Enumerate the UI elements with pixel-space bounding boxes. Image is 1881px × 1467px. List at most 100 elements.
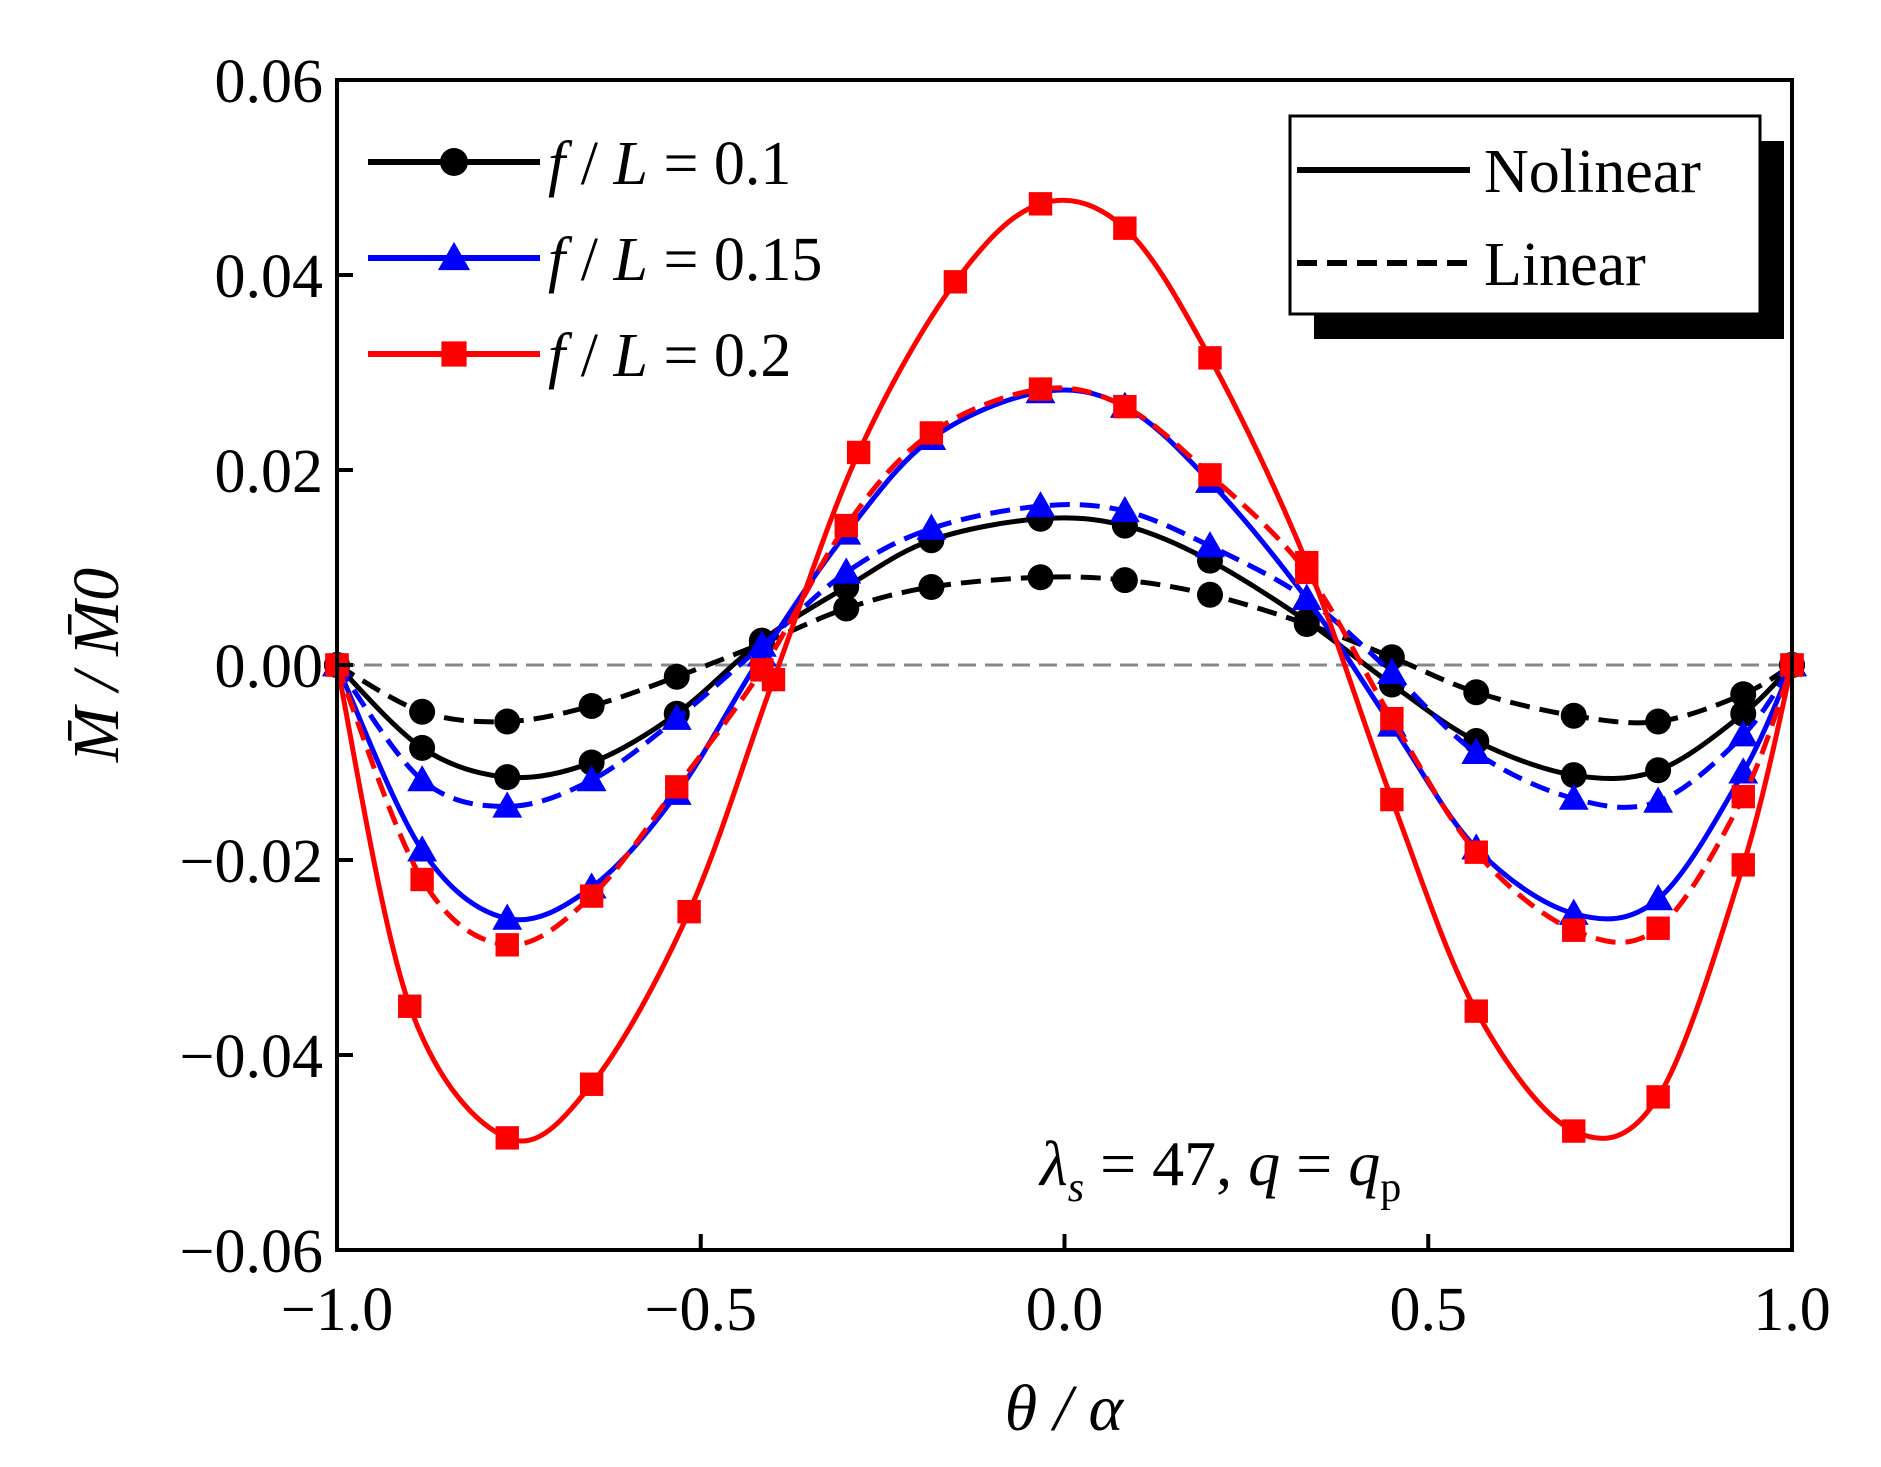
data-point-triangle xyxy=(1461,737,1492,764)
data-point-circle xyxy=(494,708,521,735)
data-point-triangle xyxy=(1376,657,1407,685)
data-point-square xyxy=(1731,784,1755,809)
series-1-dashed xyxy=(324,564,1805,735)
y-tick-label: −0.04 xyxy=(180,1023,323,1091)
data-point-circle xyxy=(1645,757,1672,784)
data-point-circle xyxy=(1111,567,1138,594)
data-point-triangle xyxy=(1109,496,1140,523)
data-point-circle xyxy=(918,574,945,600)
series-legend-item: f / L = 0.2 xyxy=(368,322,791,390)
data-point-triangle xyxy=(746,630,777,657)
data-point-triangle xyxy=(1291,583,1322,610)
data-point-square xyxy=(410,867,434,892)
x-tick-label: 1.0 xyxy=(1753,1276,1831,1344)
data-point-triangle xyxy=(916,513,947,540)
data-point-circle xyxy=(1730,681,1757,708)
series-legend-label: f / L = 0.15 xyxy=(548,226,822,294)
data-point-square xyxy=(1464,840,1488,864)
data-point-triangle xyxy=(1558,898,1589,925)
y-tick-label: 0.04 xyxy=(215,243,324,311)
data-point-square xyxy=(1113,394,1137,419)
data-point-circle xyxy=(494,764,521,791)
data-point-circle xyxy=(578,749,605,776)
series-legend-label: f / L = 0.1 xyxy=(548,130,791,198)
data-point-triangle xyxy=(831,557,862,584)
series-legend-label: f / L = 0.2 xyxy=(548,322,791,390)
data-point-square xyxy=(1028,377,1053,401)
style-legend-solid-label: Nolinear xyxy=(1484,138,1701,206)
data-point-triangle xyxy=(1558,783,1589,810)
data-point-triangle xyxy=(492,903,523,930)
data-point-square xyxy=(398,994,422,1018)
data-point-circle xyxy=(1027,564,1054,591)
data-point-triangle xyxy=(576,765,607,792)
data-point-circle xyxy=(1197,581,1223,608)
data-point-square xyxy=(441,341,467,367)
data-point-triangle xyxy=(1025,491,1056,518)
x-tick-label: 0.0 xyxy=(1026,1276,1104,1344)
y-tick-label: −0.06 xyxy=(180,1218,323,1286)
data-point-square xyxy=(919,421,944,445)
data-point-circle xyxy=(833,595,860,622)
y-tick-label: −0.02 xyxy=(180,828,323,896)
y-axis-title: M̄ / M̄0 xyxy=(60,568,133,763)
data-point-square xyxy=(665,775,689,799)
data-point-square xyxy=(1562,1119,1586,1143)
data-point-square xyxy=(579,1072,604,1096)
data-point-circle xyxy=(1645,708,1672,735)
ticks-layer: −1.0 −0.5 0.0 0.5 1.0 −0.06 −0.04 −0.02 0.00 0.02… xyxy=(180,48,1831,1344)
data-point-triangle xyxy=(407,835,438,862)
data-point-triangle xyxy=(661,703,692,730)
data-point-circle xyxy=(578,692,605,719)
data-point-square xyxy=(1198,463,1222,487)
data-point-circle xyxy=(1378,644,1405,671)
data-point-circle xyxy=(1560,702,1587,729)
data-point-square xyxy=(1198,346,1222,370)
data-point-circle xyxy=(1730,700,1757,727)
data-point-triangle xyxy=(1195,531,1225,558)
data-point-square xyxy=(1380,706,1404,731)
x-axis-title: θ / α xyxy=(1005,1372,1125,1445)
data-point-circle xyxy=(663,663,690,690)
data-point-circle xyxy=(409,698,436,725)
data-point-square xyxy=(1028,192,1053,216)
data-point-square xyxy=(750,658,774,682)
data-point-square xyxy=(1646,916,1670,940)
style-legend-box xyxy=(1288,114,1762,316)
data-point-triangle xyxy=(1728,720,1759,747)
parameter-annotation: λs = 47, q = qp xyxy=(1038,1128,1401,1211)
y-tick-label: 0.00 xyxy=(215,633,324,701)
series-layer xyxy=(322,192,1807,1150)
data-point-triangle xyxy=(407,765,438,792)
data-point-triangle xyxy=(1643,786,1674,813)
x-tick-label: −1.0 xyxy=(281,1276,393,1344)
data-point-square xyxy=(1295,560,1319,585)
data-point-square xyxy=(677,899,701,924)
data-point-square xyxy=(1646,1085,1670,1109)
series-legend: f / L = 0.1 f / L = 0.15 f / L = 0.2 xyxy=(368,130,822,390)
series-5-dashed xyxy=(325,377,1804,957)
data-point-square xyxy=(1464,999,1488,1023)
data-point-circle xyxy=(1293,611,1320,638)
series-legend-item: f / L = 0.1 xyxy=(368,130,791,198)
data-point-square xyxy=(1562,918,1586,942)
data-point-triangle xyxy=(1643,884,1674,911)
data-point-square xyxy=(1731,853,1755,877)
data-point-circle xyxy=(440,148,468,176)
x-tick-label: 0.5 xyxy=(1390,1276,1468,1344)
series-legend-item: f / L = 0.15 xyxy=(368,226,822,294)
data-point-square xyxy=(495,933,519,957)
y-tick-label: 0.02 xyxy=(215,438,324,506)
data-point-square xyxy=(495,1126,519,1150)
y-tick-label: 0.06 xyxy=(215,48,324,116)
x-tick-label: −0.5 xyxy=(645,1276,757,1344)
data-point-circle xyxy=(1463,679,1490,706)
data-point-triangle xyxy=(437,241,471,271)
style-legend-dashed-label: Linear xyxy=(1484,231,1646,299)
data-point-square xyxy=(943,270,968,294)
data-point-square xyxy=(834,513,858,538)
data-point-circle xyxy=(1560,762,1587,789)
data-point-square xyxy=(1113,216,1137,240)
data-point-triangle xyxy=(492,791,523,818)
data-point-square xyxy=(846,440,871,465)
